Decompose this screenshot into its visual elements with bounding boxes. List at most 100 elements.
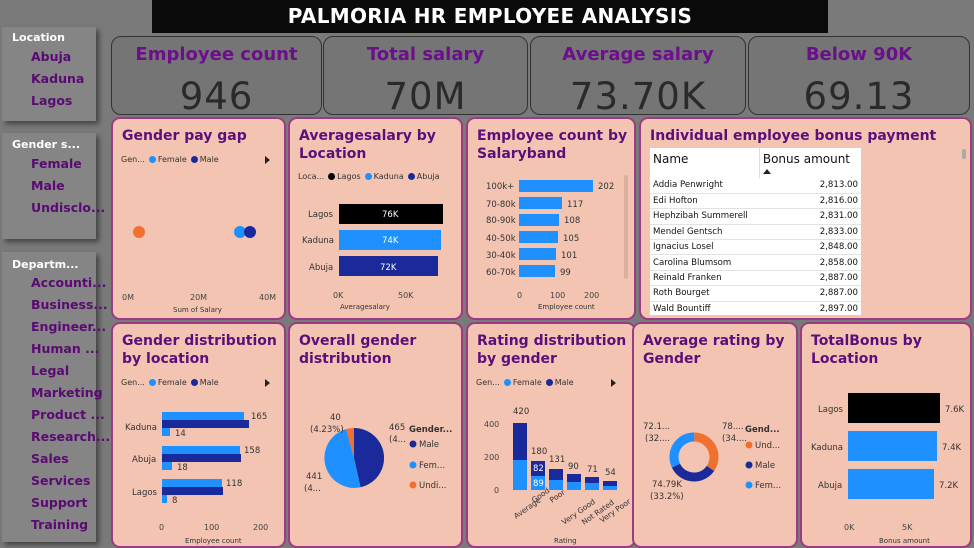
bonus-table-container[interactable]: Name Bonus amount Addia Penwright 2,813.0…	[650, 148, 861, 315]
bar-inner-label: 89	[533, 479, 544, 489]
legend-next-arrow-icon[interactable]	[265, 379, 270, 387]
legend-title: Gender...	[409, 425, 452, 435]
legend-label: Male	[755, 461, 775, 471]
table-row[interactable]: Ignacius Losel 2,848.00	[650, 240, 861, 255]
donut-slice-female	[669, 432, 719, 482]
bar-average-male	[513, 423, 527, 460]
cell-name: Mendel Gentsch	[653, 226, 723, 237]
donut-slice-male	[669, 432, 719, 482]
category-label: 60-70k	[486, 268, 516, 278]
rating-gender-card[interactable]: Rating distribution by gender Gen... Fema…	[466, 322, 636, 548]
table-row[interactable]: Edi Hofton 2,816.00	[650, 193, 861, 209]
x-axis-title: Rating	[554, 537, 577, 545]
kpi-employee-count: Employee count 946	[111, 36, 322, 118]
scrollbar-track[interactable]	[624, 175, 628, 279]
cell-name: Reinald Franken	[653, 273, 722, 284]
gender-dist-location-chart: Kaduna Abuja Lagos 165 14 158 18 118 8 0…	[125, 412, 268, 545]
bar-80-90k	[519, 214, 559, 226]
salaryband-card[interactable]: Employee count by Salaryband 100k+ 70-80…	[466, 117, 636, 320]
x-tick-label: 20M	[190, 293, 207, 302]
slicer-item-abuja[interactable]: Abuja	[31, 49, 72, 64]
bonus-table-card[interactable]: Individual employee bonus payment Name B…	[639, 117, 972, 320]
table-row[interactable]: Reinald Franken 2,887.00	[650, 270, 861, 286]
category-label: Lagos	[132, 488, 158, 498]
slicer-item-accounting[interactable]: Accounti...	[31, 275, 107, 290]
table-scrollbar-thumb[interactable]	[962, 149, 966, 159]
slicer-item-sales[interactable]: Sales	[31, 451, 69, 466]
overall-gender-card[interactable]: Overall gender distribution 40 (4.23%) 4…	[288, 322, 463, 548]
gender-dist-location-card[interactable]: Gender distribution by location Gen... Fe…	[111, 322, 286, 548]
x-tick-label: 50K	[398, 291, 414, 300]
legend-label: Fem...	[755, 481, 781, 491]
x-tick-label: 0K	[844, 523, 855, 532]
legend-dot-female	[409, 461, 417, 469]
bar-40-50k	[519, 231, 558, 243]
avg-salary-location-card[interactable]: Averagesalary by Location Loca... Lagos Ka…	[288, 117, 463, 320]
table-row[interactable]: Mendel Gentsch 2,833.00	[650, 224, 861, 240]
totalbonus-location-chart: Lagos Kaduna Abuja 7.6K 7.4K 7.2K 0K 5K …	[811, 393, 965, 545]
gender-slicer-title: Gender s...	[12, 138, 80, 151]
slicer-item-male[interactable]: Male	[31, 178, 65, 193]
x-tick-label: 0	[517, 291, 522, 300]
category-label: Kaduna	[302, 236, 334, 246]
table-row[interactable]: Wald Bountiff 2,897.00	[650, 301, 861, 315]
slicer-item-marketing[interactable]: Marketing	[31, 385, 103, 400]
legend-next-arrow-icon[interactable]	[265, 156, 270, 164]
x-axis-title: Employee count	[185, 537, 242, 545]
legend-label: Female	[157, 378, 187, 387]
column-header-name[interactable]: Name	[653, 152, 689, 166]
legend-label: Lagos	[337, 172, 361, 181]
gender-slicer[interactable]: Gender s... Female Male Undisclo...	[2, 133, 105, 239]
bar-value-label: 76K	[382, 210, 399, 220]
legend-dot-male	[545, 379, 553, 386]
slicer-item-product[interactable]: Product ...	[31, 407, 105, 422]
table-row[interactable]: Addia Penwright 2,813.00	[650, 178, 861, 194]
slicer-item-undisclosed[interactable]: Undisclo...	[31, 200, 106, 215]
totalbonus-location-card[interactable]: TotalBonus by Location Lagos Kaduna Abuj…	[800, 322, 972, 548]
legend-next-arrow-icon[interactable]	[611, 379, 616, 387]
slicer-item-female[interactable]: Female	[31, 156, 82, 171]
bar-value-label: 54	[605, 468, 616, 478]
slicer-item-legal[interactable]: Legal	[31, 363, 70, 378]
table-row[interactable]: Roth Bourget 2,887.00	[650, 286, 861, 302]
legend-dot-lagos	[328, 173, 336, 180]
y-tick-label: 400	[484, 420, 499, 429]
x-tick-label: 0	[159, 523, 164, 532]
column-header-bonus[interactable]: Bonus amount	[758, 148, 861, 178]
avg-rating-gender-card[interactable]: Average rating by Gender 72.1... (32....…	[632, 322, 798, 548]
slicer-item-training[interactable]: Training	[31, 517, 89, 532]
location-slicer[interactable]: Location Abuja Kaduna Lagos	[2, 27, 96, 121]
slicer-item-services[interactable]: Services	[31, 473, 91, 488]
bar-not-rated-male	[585, 477, 599, 483]
x-axis-title: Sum of Salary	[173, 306, 222, 314]
slicer-item-kaduna[interactable]: Kaduna	[31, 71, 85, 86]
slicer-item-business[interactable]: Business...	[31, 297, 108, 312]
category-label: Abuja	[818, 481, 842, 491]
kpi-label: Below 90K	[805, 44, 913, 65]
legend-label: Male	[199, 155, 219, 164]
card-title: Gender pay gap	[122, 128, 247, 144]
table-row[interactable]: Hephzibah Summerell 2,831.00	[650, 209, 861, 225]
card-title: Employee count by Salaryband	[477, 128, 628, 162]
kpi-label: Average salary	[562, 44, 714, 65]
slicer-item-support[interactable]: Support	[31, 495, 88, 510]
card-title: Individual employee bonus payment	[650, 128, 937, 144]
kpi-below-90k: Below 90K 69.13	[748, 36, 970, 118]
kpi-average-salary: Average salary 73.70K	[530, 36, 746, 118]
category-label: Abuja	[132, 455, 156, 465]
bar-abuja-female	[162, 446, 240, 454]
slicer-item-human[interactable]: Human ...	[31, 341, 100, 356]
avg-salary-location-chart: Lagos Kaduna Abuja 76K 74K 72K 0K 50K Av…	[302, 204, 443, 311]
rating-gender-chart: 400 200 0 420 180 131 90 71 54 82 89 Ave…	[484, 407, 633, 545]
bar-very-good-female	[567, 482, 581, 490]
department-slicer[interactable]: Departm... Accounti... Business... Engin…	[2, 252, 110, 542]
bar-kaduna-extra	[162, 428, 170, 436]
gender-pay-gap-card[interactable]: Gender pay gap Gen... Female Male 0M 20M 4…	[111, 117, 286, 320]
slicer-item-engineering[interactable]: Engineer...	[31, 319, 107, 334]
bar-poor-male	[549, 469, 563, 480]
slicer-item-lagos[interactable]: Lagos	[31, 93, 73, 108]
bar-value-label: 99	[560, 268, 571, 278]
bar-value-label: 7.4K	[942, 443, 962, 453]
slicer-item-research[interactable]: Research...	[31, 429, 111, 444]
table-row[interactable]: Carolina Blumsom 2,858.00	[650, 255, 861, 271]
